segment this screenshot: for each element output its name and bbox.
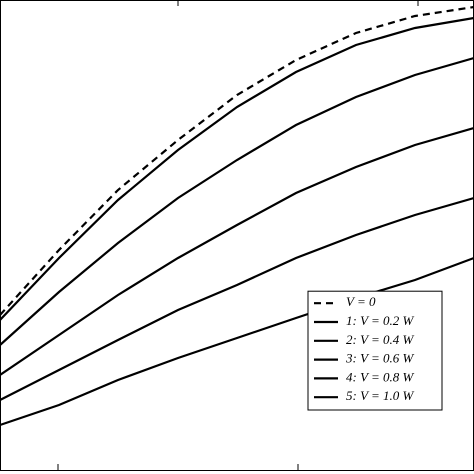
legend-label: 4: V = 0.8 W bbox=[346, 369, 415, 384]
legend-box bbox=[307, 290, 443, 411]
legend-label: 5: V = 1.0 W bbox=[346, 388, 415, 403]
legend-label: V = 0 bbox=[346, 294, 376, 309]
series-line bbox=[0, 56, 474, 346]
legend-label: 3: V = 0.6 W bbox=[345, 351, 415, 366]
tick-marks bbox=[57, 0, 419, 470]
legend: V = 0 1: V = 0.2 W 2: V = 0.4 W 3: V = 0.6 … bbox=[307, 290, 443, 411]
legend-label: 2: V = 0.4 W bbox=[346, 332, 415, 347]
series-line bbox=[0, 5, 474, 316]
series-line bbox=[0, 126, 474, 376]
series-line bbox=[0, 256, 474, 427]
series-line bbox=[0, 196, 474, 401]
series-line bbox=[0, 16, 474, 321]
legend-label: 1: V = 0.2 W bbox=[346, 313, 415, 328]
